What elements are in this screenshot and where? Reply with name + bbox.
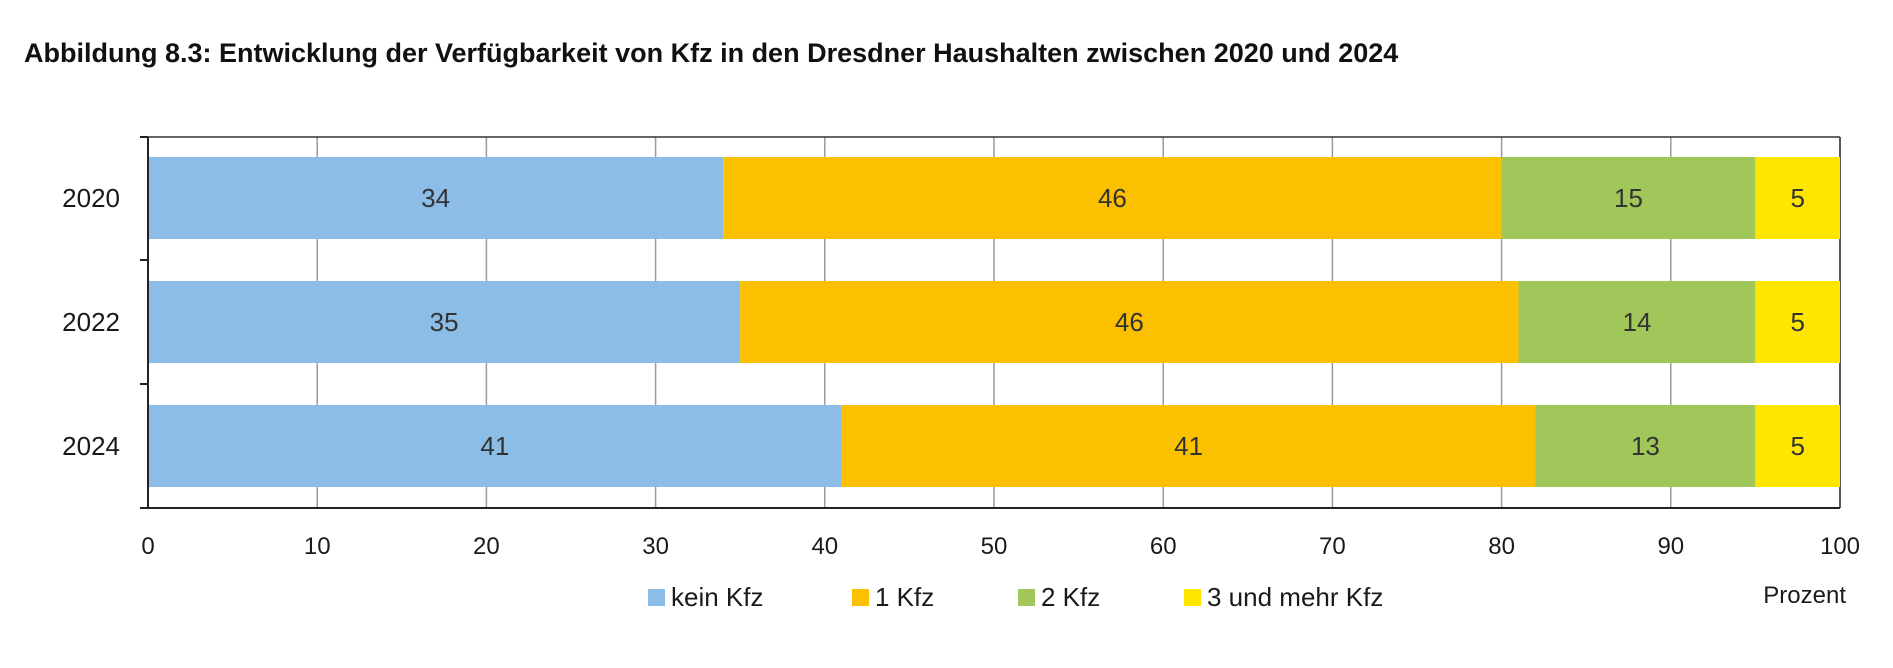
data-label: 46 [1115, 307, 1144, 337]
bar-segment [1518, 281, 1756, 363]
legend-swatch [648, 589, 665, 606]
x-tick-label: 20 [473, 533, 500, 560]
bar-segment [148, 281, 741, 363]
y-tick-label: 2024 [62, 431, 120, 461]
legend-label: kein Kfz [671, 582, 764, 612]
y-tick-label: 2020 [62, 183, 120, 213]
x-tick-label: 40 [811, 533, 838, 560]
x-tick-label: 80 [1488, 533, 1515, 560]
bar-segment [1501, 157, 1756, 239]
data-label: 5 [1790, 183, 1804, 213]
bar-segment [1755, 157, 1840, 239]
data-label: 41 [1174, 431, 1203, 461]
legend-label: 1 Kfz [875, 582, 934, 612]
bar-segment [841, 405, 1536, 487]
bars: 34 46 15 5 35 46 14 5 41 41 13 5 [148, 157, 1840, 487]
x-tick-label: 90 [1657, 533, 1684, 560]
data-label: 46 [1098, 183, 1127, 213]
data-label: 5 [1790, 307, 1804, 337]
data-label: 35 [430, 307, 459, 337]
data-label: 41 [480, 431, 509, 461]
bar-segment [148, 405, 842, 487]
legend-swatch [852, 589, 869, 606]
bar-segment [1535, 405, 1756, 487]
legend-label: 2 Kfz [1041, 582, 1100, 612]
bar-segment [1755, 281, 1840, 363]
x-tick-label: 50 [981, 533, 1008, 560]
x-tick-label: 100 [1820, 533, 1860, 560]
x-tick-label: 70 [1319, 533, 1346, 560]
data-label: 15 [1614, 183, 1643, 213]
legend-label: 3 und mehr Kfz [1207, 582, 1383, 612]
axes: 2020 2022 2024 0 10 20 30 40 50 60 70 80 90 100 [62, 136, 1860, 560]
y-tick-label: 2022 [62, 307, 120, 337]
x-axis-label: Prozent [1763, 582, 1846, 609]
bar-segment [1755, 405, 1840, 487]
x-tick-label: 10 [304, 533, 331, 560]
data-label: 14 [1622, 307, 1651, 337]
legend: kein Kfz 1 Kfz 2 Kfz 3 und mehr Kfz [648, 582, 1383, 612]
data-label: 5 [1790, 431, 1804, 461]
data-label: 34 [421, 183, 450, 213]
x-tick-label: 60 [1150, 533, 1177, 560]
chart-title: Abbildung 8.3: Entwicklung der Verfügbar… [24, 38, 1399, 68]
legend-swatch [1018, 589, 1035, 606]
bar-segment [740, 281, 1519, 363]
data-label: 13 [1631, 431, 1660, 461]
x-tick-label: 30 [642, 533, 669, 560]
x-tick-label: 0 [141, 533, 154, 560]
bar-segment [148, 157, 724, 239]
legend-swatch [1184, 589, 1201, 606]
bar-segment [723, 157, 1502, 239]
